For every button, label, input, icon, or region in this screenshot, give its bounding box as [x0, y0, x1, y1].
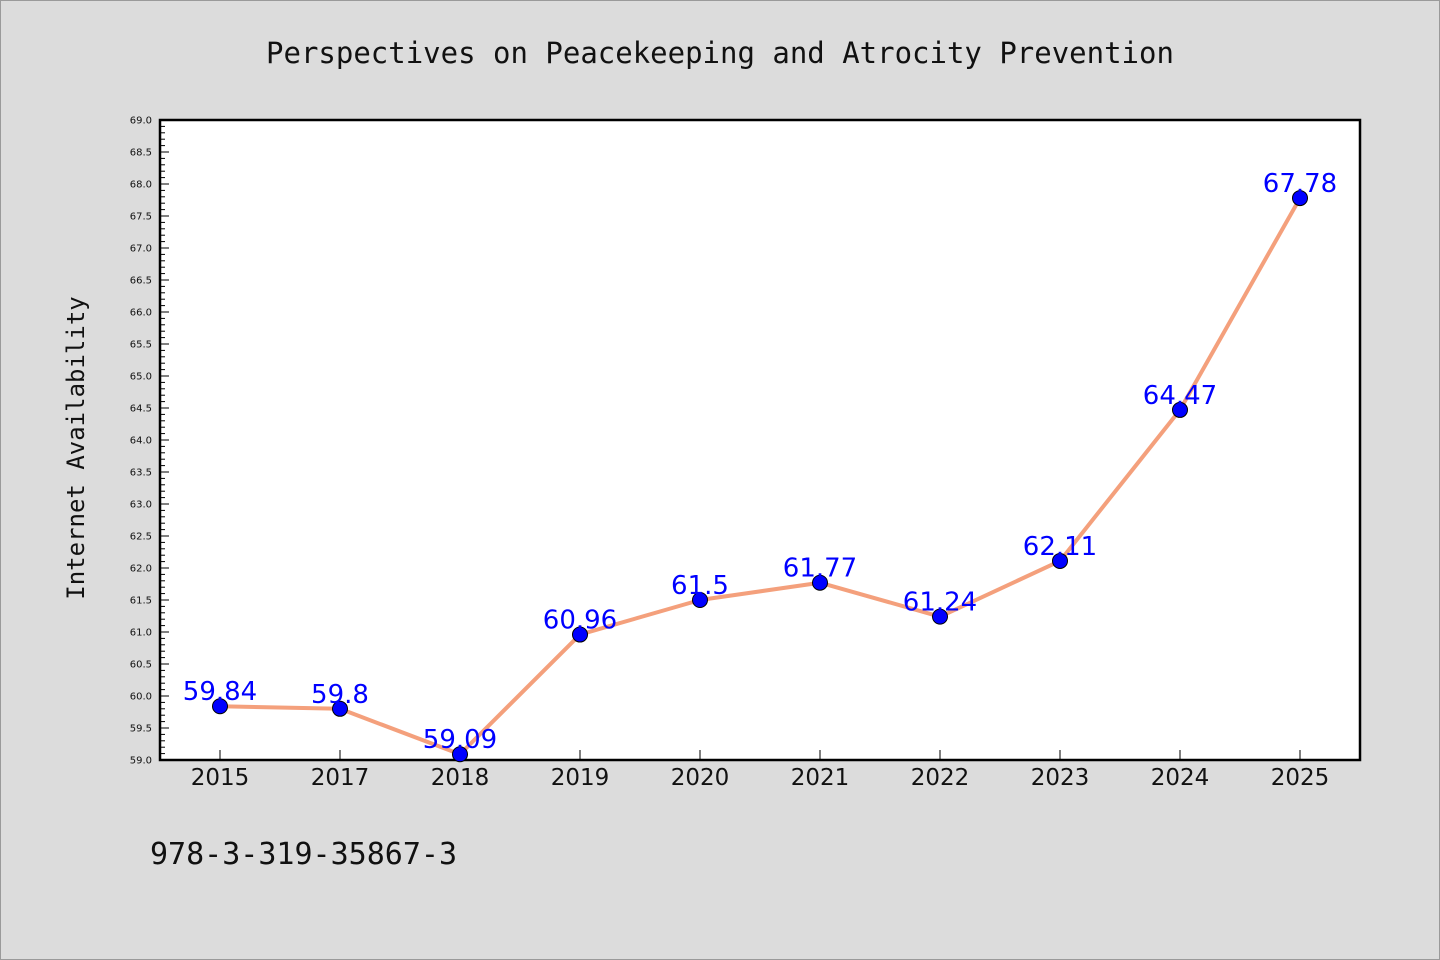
data-point: [452, 746, 468, 763]
x-tick-label: 2024: [1151, 765, 1210, 791]
y-tick-label: 65.0: [130, 372, 152, 383]
y-tick-label: 67.5: [130, 212, 152, 223]
data-point: [1292, 190, 1308, 207]
y-axis: 59.0 59.5 60.0 60.5 61.0 61.5 62.0 62.5 63.0 63.5…: [130, 116, 169, 767]
y-tick-label: 59.0: [130, 756, 152, 767]
series-layer: 59.84 59.8 59.09 60.96 61.5 61.77 61.24 62.11 64…: [183, 169, 1337, 763]
data-point: [932, 608, 948, 625]
x-tick-label: 2022: [911, 765, 970, 791]
x-tick-label: 2015: [191, 765, 250, 791]
data-label: 59.8: [311, 680, 369, 710]
y-tick-label: 64.0: [130, 436, 152, 447]
data-label: 61.24: [903, 588, 977, 618]
data-point: [692, 592, 708, 608]
data-label: 61.77: [783, 554, 857, 584]
data-point: [332, 700, 348, 717]
data-point: [1052, 552, 1068, 569]
data-label: 60.96: [543, 606, 617, 636]
y-tick-label: 69.0: [130, 116, 152, 127]
data-label: 62.11: [1023, 532, 1097, 562]
y-tick-label: 68.5: [130, 148, 152, 159]
y-tick-label: 59.5: [130, 724, 152, 735]
data-point: [212, 698, 228, 715]
x-tick-label: 2025: [1271, 765, 1330, 791]
data-label: 59.09: [423, 725, 497, 755]
y-tick-label: 60.0: [130, 692, 152, 703]
data-label: 67.78: [1263, 169, 1337, 199]
y-tick-label: 64.5: [130, 404, 152, 415]
data-point: [812, 574, 828, 591]
y-tick-label: 66.5: [130, 276, 152, 287]
x-axis: 2015 2017 2018 2019 2020 2021 2022 2023 2024 2025: [191, 750, 1330, 791]
data-point: [1172, 401, 1188, 418]
data-point: [572, 626, 588, 643]
x-tick-label: 2020: [671, 765, 730, 791]
x-tick-label: 2023: [1031, 765, 1090, 791]
x-tick-label: 2018: [431, 765, 490, 791]
series-line: [218, 196, 1302, 757]
y-tick-label: 61.0: [130, 628, 152, 639]
data-label: 59.84: [183, 677, 257, 707]
y-tick-label: 60.5: [130, 660, 152, 671]
y-axis-label: Internet Availability: [62, 296, 90, 599]
x-tick-label: 2019: [551, 765, 610, 791]
y-tick-label: 67.0: [130, 244, 152, 255]
x-tick-label: 2021: [791, 765, 850, 791]
y-tick-label: 63.0: [130, 500, 152, 511]
y-tick-label: 62.5: [130, 532, 152, 543]
y-tick-label: 61.5: [130, 596, 152, 607]
y-tick-label: 66.0: [130, 308, 152, 319]
y-tick-label: 62.0: [130, 564, 152, 575]
isbn-identifier: 978-3-319-35867-3: [150, 837, 457, 872]
plot-area: [158, 118, 1362, 762]
y-tick-label: 65.5: [130, 340, 152, 351]
y-tick-label: 68.0: [130, 180, 152, 191]
chart-title: Perspectives on Peacekeeping and Atrocit…: [266, 36, 1174, 70]
y-tick-label: 63.5: [130, 468, 152, 479]
data-label: 64.47: [1143, 381, 1217, 411]
data-label: 61.5: [671, 571, 729, 601]
x-tick-label: 2017: [311, 765, 370, 791]
